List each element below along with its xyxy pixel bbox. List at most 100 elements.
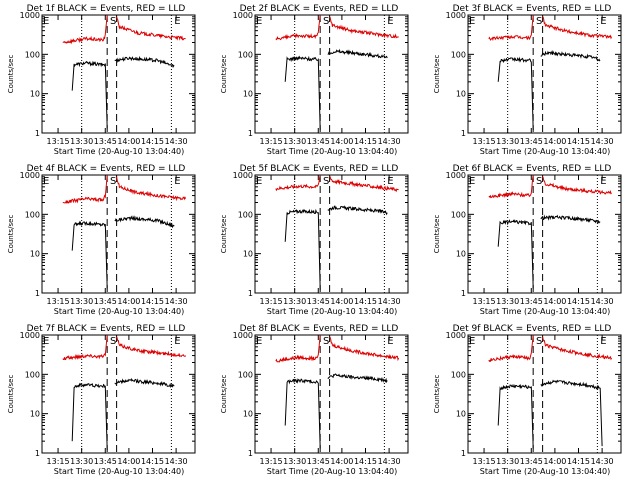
x-tick-label: 14:00	[543, 297, 566, 306]
x-tick-label: 14:00	[117, 457, 140, 466]
x-tick-label: 14:15	[567, 457, 590, 466]
x-axis-label: Start Time (20-Aug-10 13:04:40)	[54, 147, 185, 156]
y-axis-label: Counts/sec	[433, 215, 441, 254]
marker-s: S	[110, 176, 116, 187]
x-tick-label: 13:45	[520, 297, 543, 306]
marker-s: S	[110, 16, 116, 27]
x-tick-label: 13:30	[496, 457, 519, 466]
chart-title: Det 9f BLACK = Events, RED = LLD	[453, 324, 612, 334]
y-axis-label: Counts/sec	[7, 215, 15, 254]
marker-s: S	[536, 336, 542, 347]
y-tick-label: 1	[35, 449, 40, 458]
marker-e: E	[256, 16, 262, 27]
events-series-line-seg0	[497, 219, 534, 289]
y-tick-label: 10	[243, 250, 253, 259]
lld-series-line-seg0	[62, 14, 108, 45]
x-axis-label: Start Time (20-Aug-10 13:04:40)	[267, 467, 398, 476]
x-tick-label: 14:00	[117, 297, 140, 306]
lld-series-line-seg1	[329, 175, 399, 193]
lld-series-line-seg1	[329, 16, 399, 39]
chart-title: Det 7f BLACK = Events, RED = LLD	[27, 324, 186, 334]
x-axis-label: Start Time (20-Aug-10 13:04:40)	[54, 467, 185, 476]
marker-s: S	[536, 176, 542, 187]
events-series-line-seg0	[71, 60, 108, 129]
y-axis-label: Counts/sec	[433, 55, 441, 94]
x-axis-label: Start Time (20-Aug-10 13:04:40)	[54, 307, 185, 316]
y-tick-label: 1000	[233, 171, 253, 180]
chart-title: Det 1f BLACK = Events, RED = LLD	[27, 4, 186, 14]
x-tick-label: 13:15	[473, 457, 496, 466]
x-tick-label: 13:45	[307, 457, 330, 466]
x-tick-label: 13:30	[70, 137, 93, 146]
events-series-line-seg1	[540, 214, 601, 224]
chart-panel-det-1: Det 1f BLACK = Events, RED = LLD 1 10 100 10…	[7, 4, 196, 156]
x-tick-label: 14:00	[117, 137, 140, 146]
x-tick-label: 13:30	[70, 457, 93, 466]
marker-e: E	[600, 176, 606, 187]
y-tick-label: 100	[238, 210, 253, 219]
chart-title: Det 2f BLACK = Events, RED = LLD	[240, 4, 399, 14]
x-tick-label: 13:15	[473, 297, 496, 306]
lld-series-line-seg1	[542, 16, 613, 40]
marker-e: E	[43, 336, 49, 347]
x-axis-label: Start Time (20-Aug-10 13:04:40)	[267, 147, 398, 156]
chart-title: Det 3f BLACK = Events, RED = LLD	[453, 4, 612, 14]
plot-frame	[254, 334, 409, 454]
lld-series-line-seg1	[116, 176, 187, 202]
x-tick-label: 14:00	[330, 297, 353, 306]
events-series-line-seg1	[114, 215, 175, 229]
marker-s: S	[536, 16, 542, 27]
y-tick-label: 10	[30, 250, 40, 259]
events-series-line-seg1	[114, 55, 175, 68]
lld-series-line-seg0	[275, 174, 321, 192]
chart-title: Det 8f BLACK = Events, RED = LLD	[240, 324, 399, 334]
events-series-line-seg0	[497, 383, 534, 449]
marker-e: E	[256, 176, 262, 187]
events-series-line-seg1	[540, 379, 603, 447]
x-tick-label: 13:30	[283, 457, 306, 466]
x-tick-label: 14:30	[591, 457, 614, 466]
y-axis-label: Counts/sec	[7, 375, 15, 414]
events-series-line-seg1	[327, 373, 388, 384]
x-tick-label: 13:30	[70, 297, 93, 306]
y-axis-label: Counts/sec	[220, 375, 228, 414]
x-tick-label: 14:30	[591, 297, 614, 306]
plot-frame	[41, 174, 196, 294]
marker-e: E	[174, 336, 180, 347]
events-series-line-seg0	[71, 382, 108, 450]
x-tick-label: 13:15	[47, 137, 70, 146]
y-tick-label: 1	[461, 289, 466, 298]
marker-e: E	[387, 176, 393, 187]
events-series-line-seg0	[284, 208, 321, 290]
x-tick-label: 14:15	[567, 297, 590, 306]
lld-series-line-seg1	[329, 336, 400, 362]
chart-panel-det-9: Det 9f BLACK = Events, RED = LLD 1 10 100 10…	[433, 324, 622, 476]
x-tick-label: 13:45	[520, 137, 543, 146]
lld-series-line-seg1	[116, 336, 186, 358]
y-tick-label: 1	[248, 449, 253, 458]
lld-series-line-seg0	[275, 334, 321, 363]
events-series-line-seg0	[71, 220, 108, 289]
x-tick-label: 14:00	[330, 137, 353, 146]
x-tick-label: 14:30	[378, 297, 401, 306]
chart-panel-det-2: Det 2f BLACK = Events, RED = LLD 1 10 100 10…	[220, 4, 409, 156]
plot-frame	[254, 174, 409, 294]
lld-series-line-seg0	[488, 334, 534, 363]
x-tick-label: 13:15	[47, 457, 70, 466]
y-tick-label: 10	[456, 90, 466, 99]
y-tick-label: 1	[461, 449, 466, 458]
y-tick-label: 100	[238, 50, 253, 59]
x-tick-label: 14:15	[141, 457, 164, 466]
x-axis-label: Start Time (20-Aug-10 13:04:40)	[480, 147, 611, 156]
chart-title: Det 6f BLACK = Events, RED = LLD	[453, 164, 612, 174]
chart-panel-det-5: Det 5f BLACK = Events, RED = LLD 1 10 100 10…	[220, 164, 409, 316]
y-tick-label: 1000	[233, 11, 253, 20]
y-axis-label: Counts/sec	[220, 55, 228, 94]
events-series-line-seg1	[540, 49, 601, 62]
events-series-line-seg1	[114, 378, 175, 389]
y-tick-label: 1	[248, 289, 253, 298]
marker-e: E	[174, 16, 180, 27]
plot-frame	[467, 174, 622, 294]
marker-e: E	[174, 176, 180, 187]
